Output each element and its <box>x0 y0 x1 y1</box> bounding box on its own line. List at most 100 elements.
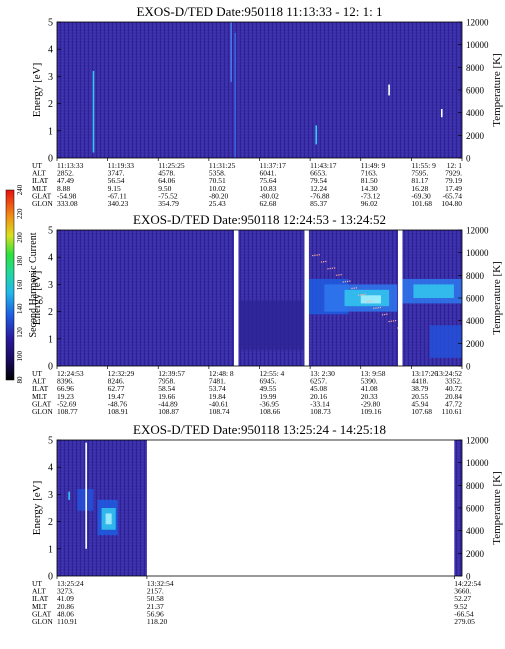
table-row-label: MLT <box>32 602 48 611</box>
spectrogram-dot <box>353 287 355 289</box>
y2-axis-label: Temperature [K] <box>491 261 503 334</box>
y2-tick-label: 8000 <box>466 63 485 73</box>
table-cell: 79.54 <box>310 176 327 185</box>
table-cell: -73.12 <box>361 191 381 200</box>
table-cell: 11:31:25 <box>209 161 236 170</box>
colorbar-scale <box>5 189 15 381</box>
table-cell: -54.98 <box>57 191 77 200</box>
table-row-label: UT <box>32 369 42 378</box>
y2-tick-label: 0 <box>466 362 471 372</box>
spectrogram-dot <box>327 268 329 270</box>
table-cell: 13:24:52 <box>435 369 462 378</box>
table-cell: 108.87 <box>158 407 179 416</box>
table-cell: 12:48: 8 <box>209 369 234 378</box>
y-tick-label: 1 <box>48 334 53 345</box>
table-cell: 13:25:24 <box>57 579 84 588</box>
spectrogram-dot <box>338 274 340 276</box>
y-tick-label: 4 <box>48 253 53 264</box>
spectrogram-band <box>77 488 94 511</box>
table-cell: 110.61 <box>442 407 463 416</box>
y2-tick-label: 4000 <box>466 526 485 536</box>
table-cell: 7595. <box>411 169 428 178</box>
table-cell: -36.95 <box>260 399 280 408</box>
spectrogram-dot <box>340 274 342 276</box>
y2-tick-label: 6000 <box>466 294 485 304</box>
table-cell: 107.68 <box>411 407 432 416</box>
y2-tick-label: 4000 <box>466 316 485 326</box>
table-cell: 108.77 <box>57 407 78 416</box>
table-cell: 81.17 <box>411 176 428 185</box>
table-row-label: GLAT <box>32 609 52 618</box>
spectrogram-dot <box>397 327 399 329</box>
table-cell: 3273. <box>57 587 74 596</box>
colorbar-tick-label: 180 <box>16 256 24 267</box>
y2-tick-label: 2000 <box>466 339 485 349</box>
table-cell: 20.55 <box>411 392 428 401</box>
y2-tick-label: 0 <box>466 572 471 582</box>
colorbar-label: Second Harmonic Current <box>28 232 39 337</box>
table-cell: 108.73 <box>310 407 331 416</box>
table-row-label: ALT <box>32 377 46 386</box>
panel-title: EXOS-D/TED Date:950118 13:25:24 - 14:25:… <box>133 422 386 437</box>
table-cell: 354.79 <box>158 199 179 208</box>
table-cell: 12:55: 4 <box>260 369 285 378</box>
table-cell: 50.58 <box>147 594 164 603</box>
table-row-label: GLON <box>32 407 53 416</box>
table-cell: -65.74 <box>443 191 463 200</box>
spectrogram-dot <box>371 300 373 302</box>
y2-tick-label: 2000 <box>466 549 485 559</box>
spectrogram-dot <box>331 267 333 269</box>
table-cell: -76.88 <box>310 191 330 200</box>
table-cell: 19.84 <box>209 392 226 401</box>
spectrogram-streak <box>230 22 232 82</box>
spectrogram-dot <box>375 307 377 309</box>
table-cell: 108.74 <box>209 407 230 416</box>
spectrogram-dot <box>386 313 388 315</box>
table-cell: 13: 9:58 <box>361 369 386 378</box>
spectrogram-dot <box>316 254 318 256</box>
panel-title: EXOS-D/TED Date:950118 12:24:53 - 13:24:… <box>133 212 386 227</box>
table-cell: 118.20 <box>147 617 168 626</box>
table-cell: 52.27 <box>454 594 471 603</box>
table-cell: 101.68 <box>411 199 432 208</box>
table-row-label: ILAT <box>32 594 49 603</box>
y-axis-label: Energy [eV] <box>31 481 43 535</box>
colorbar: 80 100 120 140 160 180 200 220 240 Second Harmoni… <box>5 184 39 384</box>
table-cell: -40.61 <box>209 399 229 408</box>
spectrogram-streak <box>315 125 317 145</box>
table-cell: 9.50 <box>158 184 171 193</box>
spectrogram-panel-1: EXOS-D/TED Date:950118 11:13:33 - 12: 1:… <box>31 4 503 208</box>
spectrogram-panel-2: EXOS-D/TED Date:950118 12:24:53 - 13:24:… <box>31 212 503 416</box>
spectrogram-dot <box>329 267 331 270</box>
table-cell: 81.50 <box>361 176 378 185</box>
table-row-label: GLAT <box>32 191 52 200</box>
spectrogram-dot <box>379 306 381 309</box>
y-tick-label: 2 <box>48 307 53 318</box>
table-cell: 104.80 <box>441 199 462 208</box>
table-cell: 3747. <box>108 169 125 178</box>
spectrogram-band <box>105 513 112 525</box>
table-cell: 49.55 <box>260 384 277 393</box>
table-cell: 13: 2:30 <box>310 369 335 378</box>
spectrogram-dot <box>320 261 323 263</box>
table-cell: 5358. <box>209 169 226 178</box>
spectrogram-dot <box>342 281 344 283</box>
y2-tick-label: 12000 <box>466 18 489 28</box>
spectrogram-dot <box>325 260 327 263</box>
table-cell: 21.37 <box>147 602 164 611</box>
y-tick-label: 5 <box>48 226 53 237</box>
table-cell: 5390. <box>361 377 378 386</box>
spectrogram-dot <box>347 280 349 283</box>
table-cell: -29.80 <box>361 399 381 408</box>
table-cell: 47.49 <box>57 176 74 185</box>
table-cell: 16.28 <box>411 184 428 193</box>
table-cell: 6653. <box>310 169 327 178</box>
table-cell: 2852. <box>57 169 74 178</box>
y-tick-label: 1 <box>48 126 53 137</box>
table-cell: 45.94 <box>411 399 428 408</box>
y2-tick-label: 4000 <box>466 108 485 118</box>
colorbar-tick-label: 100 <box>16 351 24 362</box>
y-tick-label: 5 <box>48 18 53 29</box>
table-cell: 7929. <box>445 169 462 178</box>
y-tick-label: 2 <box>48 517 53 528</box>
